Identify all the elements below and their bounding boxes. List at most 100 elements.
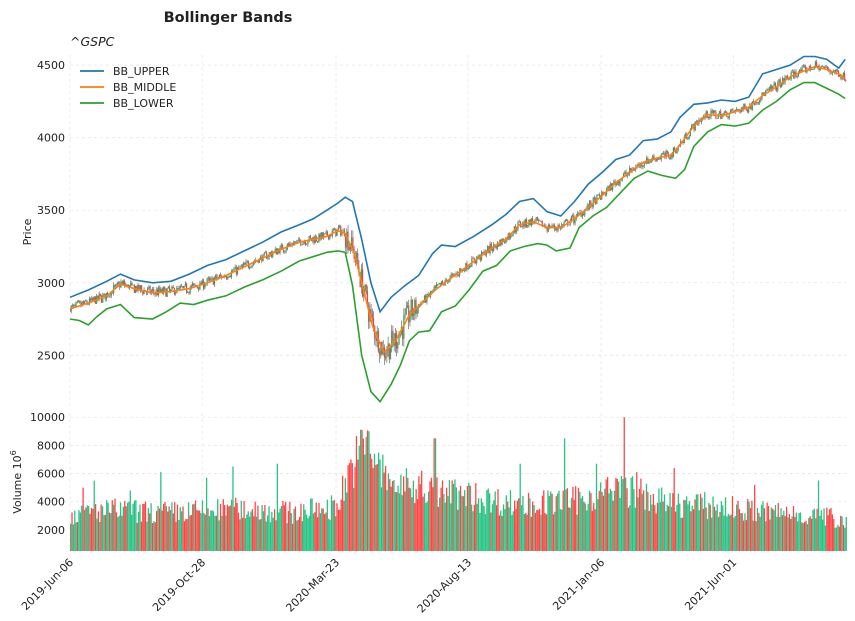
candle-body (531, 218, 534, 223)
volume-bar-up (561, 509, 563, 551)
volume-bar-down (418, 476, 420, 551)
candle-body (579, 212, 581, 214)
candle-up (272, 250, 274, 259)
candle-up (239, 265, 241, 268)
volume-bar-up (817, 480, 820, 551)
candle-body (771, 85, 773, 90)
candle-body (505, 237, 507, 244)
volume-bar-down (182, 506, 184, 551)
candle-body (840, 74, 842, 79)
candle-body (397, 344, 399, 349)
candle-body (141, 285, 143, 291)
volume-bar-up (586, 510, 588, 551)
candle-body (240, 265, 242, 267)
candle-body (462, 270, 464, 271)
volume-bar-down (784, 516, 786, 551)
volume-bar-up (230, 499, 233, 551)
candle-down (80, 300, 82, 308)
candle-body (226, 276, 228, 279)
candle-up (652, 154, 654, 162)
volume-bar-up (752, 520, 754, 551)
volume-bar-up (645, 483, 648, 551)
volume-bar-up (319, 513, 322, 551)
candle-down (344, 235, 347, 251)
volume-bar-up (554, 511, 556, 551)
volume-bar-down (175, 521, 177, 551)
volume-bar-up (187, 502, 190, 551)
candle-body (138, 284, 140, 291)
volume-bar-down (594, 509, 596, 551)
candle-down (845, 79, 847, 82)
candle-down (385, 350, 387, 361)
volume-bar-up (364, 454, 366, 551)
candle-body (448, 281, 450, 282)
candle-up (405, 301, 407, 316)
candle-body (439, 282, 441, 285)
candle-body (687, 138, 689, 140)
candle-down (349, 246, 352, 254)
candle-body (582, 213, 585, 216)
x-tick-label: 2019-Jun-06 (19, 556, 76, 613)
volume-bar-up (329, 519, 331, 551)
volume-bar-up (637, 497, 639, 551)
candle-body (558, 225, 560, 227)
candle-body (760, 98, 762, 101)
volume-bar-up (595, 463, 598, 551)
candle-up (325, 229, 327, 236)
volume-bar-up (799, 512, 802, 551)
candle-body (754, 103, 756, 105)
candle-body (409, 316, 411, 323)
volume-bar-down (810, 518, 813, 551)
candle-down (70, 308, 71, 312)
volume-bar-down (325, 512, 327, 551)
candle-up (307, 240, 309, 247)
candle-body (392, 330, 394, 341)
volume-bar-down (577, 487, 580, 551)
volume-bar-down (690, 511, 692, 551)
volume-bar-down (162, 503, 165, 551)
x-tick-label: 2020-Aug-13 (415, 556, 475, 616)
volume-bar-up (822, 519, 824, 551)
candle-body (744, 104, 746, 108)
candle-body (184, 283, 186, 287)
volume-bar-up (328, 518, 330, 551)
candle-body (597, 194, 599, 196)
candle-body (495, 245, 497, 249)
volume-bar-up (491, 504, 494, 551)
volume-bar-down (656, 502, 659, 551)
candle-body (641, 163, 643, 167)
volume-bar-up (565, 489, 567, 551)
volume-bar-up (533, 504, 535, 551)
volume-bar-down (285, 501, 287, 551)
volume-bar-up (93, 480, 95, 551)
candle-down (319, 232, 321, 242)
volume-bar-up (587, 503, 589, 551)
volume-bar-down (530, 516, 532, 551)
candle-body (99, 293, 101, 297)
candle-up (109, 293, 111, 299)
candle-body (402, 326, 404, 339)
volume-bar-down (552, 514, 555, 551)
candle-body (714, 110, 716, 113)
volume-bar-up (278, 512, 280, 551)
volume-bar-up (834, 527, 836, 551)
candle-body (75, 301, 77, 307)
volume-bar-up (597, 498, 599, 551)
candle-body (724, 111, 727, 113)
candle-body (198, 287, 200, 290)
volume-bar-up (88, 506, 90, 551)
candle-down (108, 295, 110, 298)
volume-bar-up (218, 520, 220, 551)
volume-bar-down (343, 500, 345, 551)
volume-bar-up (465, 506, 467, 551)
candle-up (748, 107, 750, 114)
candle-down (229, 274, 231, 278)
volume-bar-down (257, 505, 259, 551)
candle-up (496, 241, 498, 251)
candle-body (785, 76, 787, 78)
volume-bar-down (287, 510, 290, 551)
volume-bar-down (828, 509, 831, 551)
candle-up (710, 108, 712, 120)
price-axis-label: Price (21, 218, 34, 245)
candle-body (574, 219, 576, 224)
